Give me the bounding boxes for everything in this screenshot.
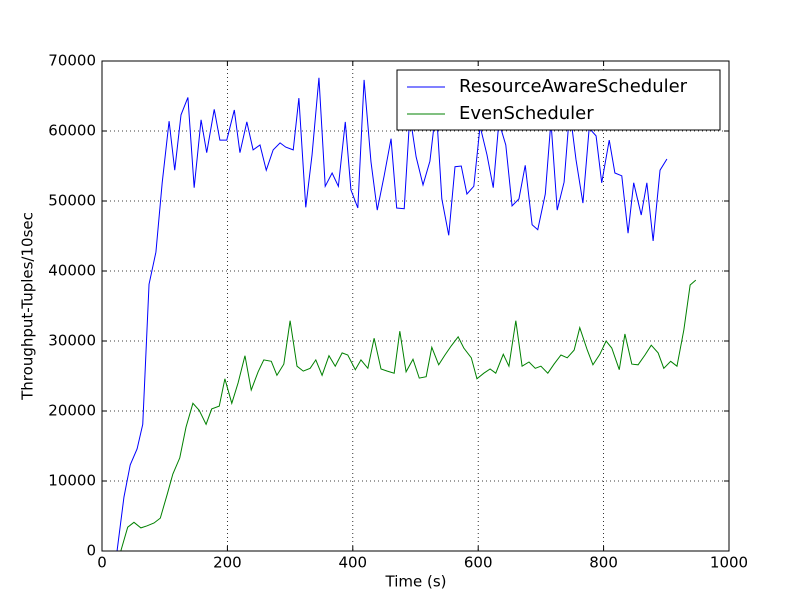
legend-box: [396, 69, 721, 131]
y-tick-label: 50000: [48, 192, 96, 210]
legend-label: EvenScheduler: [459, 103, 594, 124]
y-tick-label: 0: [86, 542, 96, 560]
data-line: [116, 77, 668, 552]
y-axis-label: Throughput-Tuples/10sec: [19, 212, 37, 401]
x-tick-label: 200: [213, 554, 242, 572]
y-tick-label: 40000: [48, 262, 96, 280]
x-tick-label: 1000: [710, 554, 748, 572]
y-tick-label: 70000: [48, 52, 96, 70]
x-axis-label: Time (s): [385, 573, 447, 591]
legend-label: ResourceAwareScheduler: [459, 76, 688, 97]
x-tick-label: 0: [97, 554, 107, 572]
x-tick-label: 800: [589, 554, 618, 572]
x-tick-label: 400: [338, 554, 367, 572]
y-tick-label: 10000: [48, 472, 96, 490]
data-line: [120, 279, 697, 552]
y-tick-label: 60000: [48, 122, 96, 140]
plot-frame: [101, 60, 730, 552]
y-tick-label: 30000: [48, 332, 96, 350]
y-tick-label: 20000: [48, 402, 96, 420]
x-tick-label: 600: [464, 554, 493, 572]
